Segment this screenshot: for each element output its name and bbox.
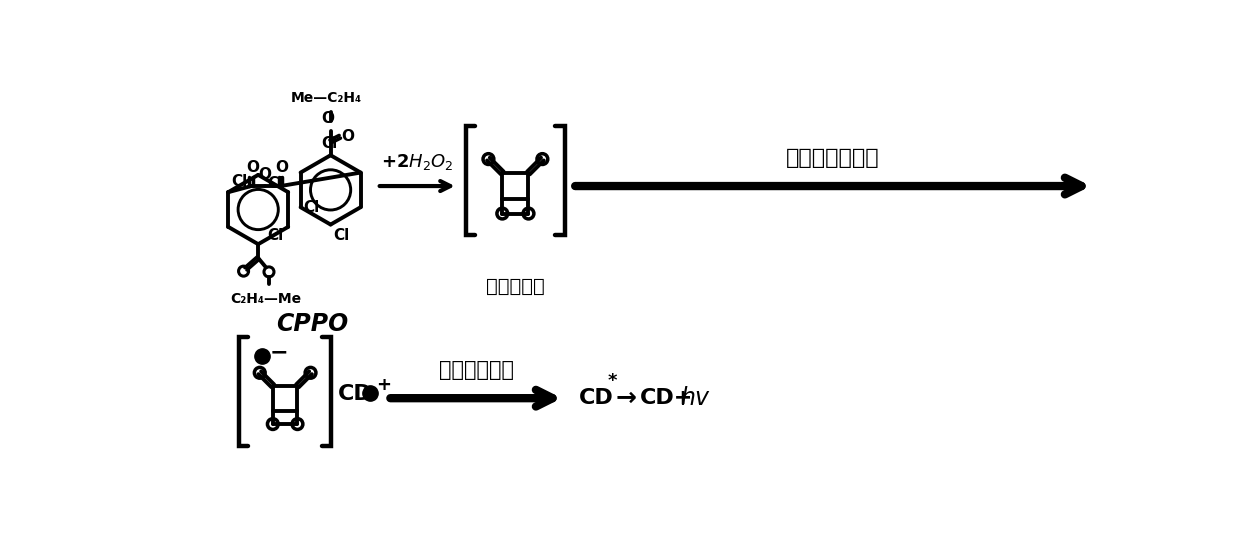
Text: O: O (259, 167, 272, 182)
Text: 分子间电荷转移: 分子间电荷转移 (786, 148, 880, 168)
Text: −: − (270, 342, 289, 362)
Text: 高能中间体: 高能中间体 (486, 277, 544, 296)
Text: *: * (608, 372, 618, 391)
Text: +: + (376, 376, 391, 394)
Text: Cl: Cl (232, 174, 248, 189)
Text: →: → (615, 386, 636, 410)
Text: CD: CD (579, 388, 614, 408)
Text: $\it{hv}$: $\it{hv}$ (681, 386, 712, 410)
Text: Cl: Cl (268, 176, 284, 191)
Text: CPPO: CPPO (277, 312, 348, 336)
Text: O: O (247, 160, 259, 176)
Text: O: O (275, 160, 289, 176)
Text: O: O (341, 129, 355, 144)
Text: Cl: Cl (268, 229, 284, 243)
Text: +2$\it{H_2O_2}$: +2$\it{H_2O_2}$ (381, 152, 454, 172)
Text: C₂H₄—Me: C₂H₄—Me (231, 292, 301, 306)
Text: 电子返转转移: 电子返转转移 (439, 359, 513, 380)
Text: CD: CD (337, 385, 372, 404)
Text: Cl: Cl (304, 200, 320, 215)
Text: Me—C₂H₄: Me—C₂H₄ (291, 91, 362, 105)
Text: Cl: Cl (321, 136, 337, 151)
Text: O: O (321, 111, 334, 126)
Text: CD+: CD+ (640, 388, 693, 408)
Text: Cl: Cl (334, 229, 350, 243)
